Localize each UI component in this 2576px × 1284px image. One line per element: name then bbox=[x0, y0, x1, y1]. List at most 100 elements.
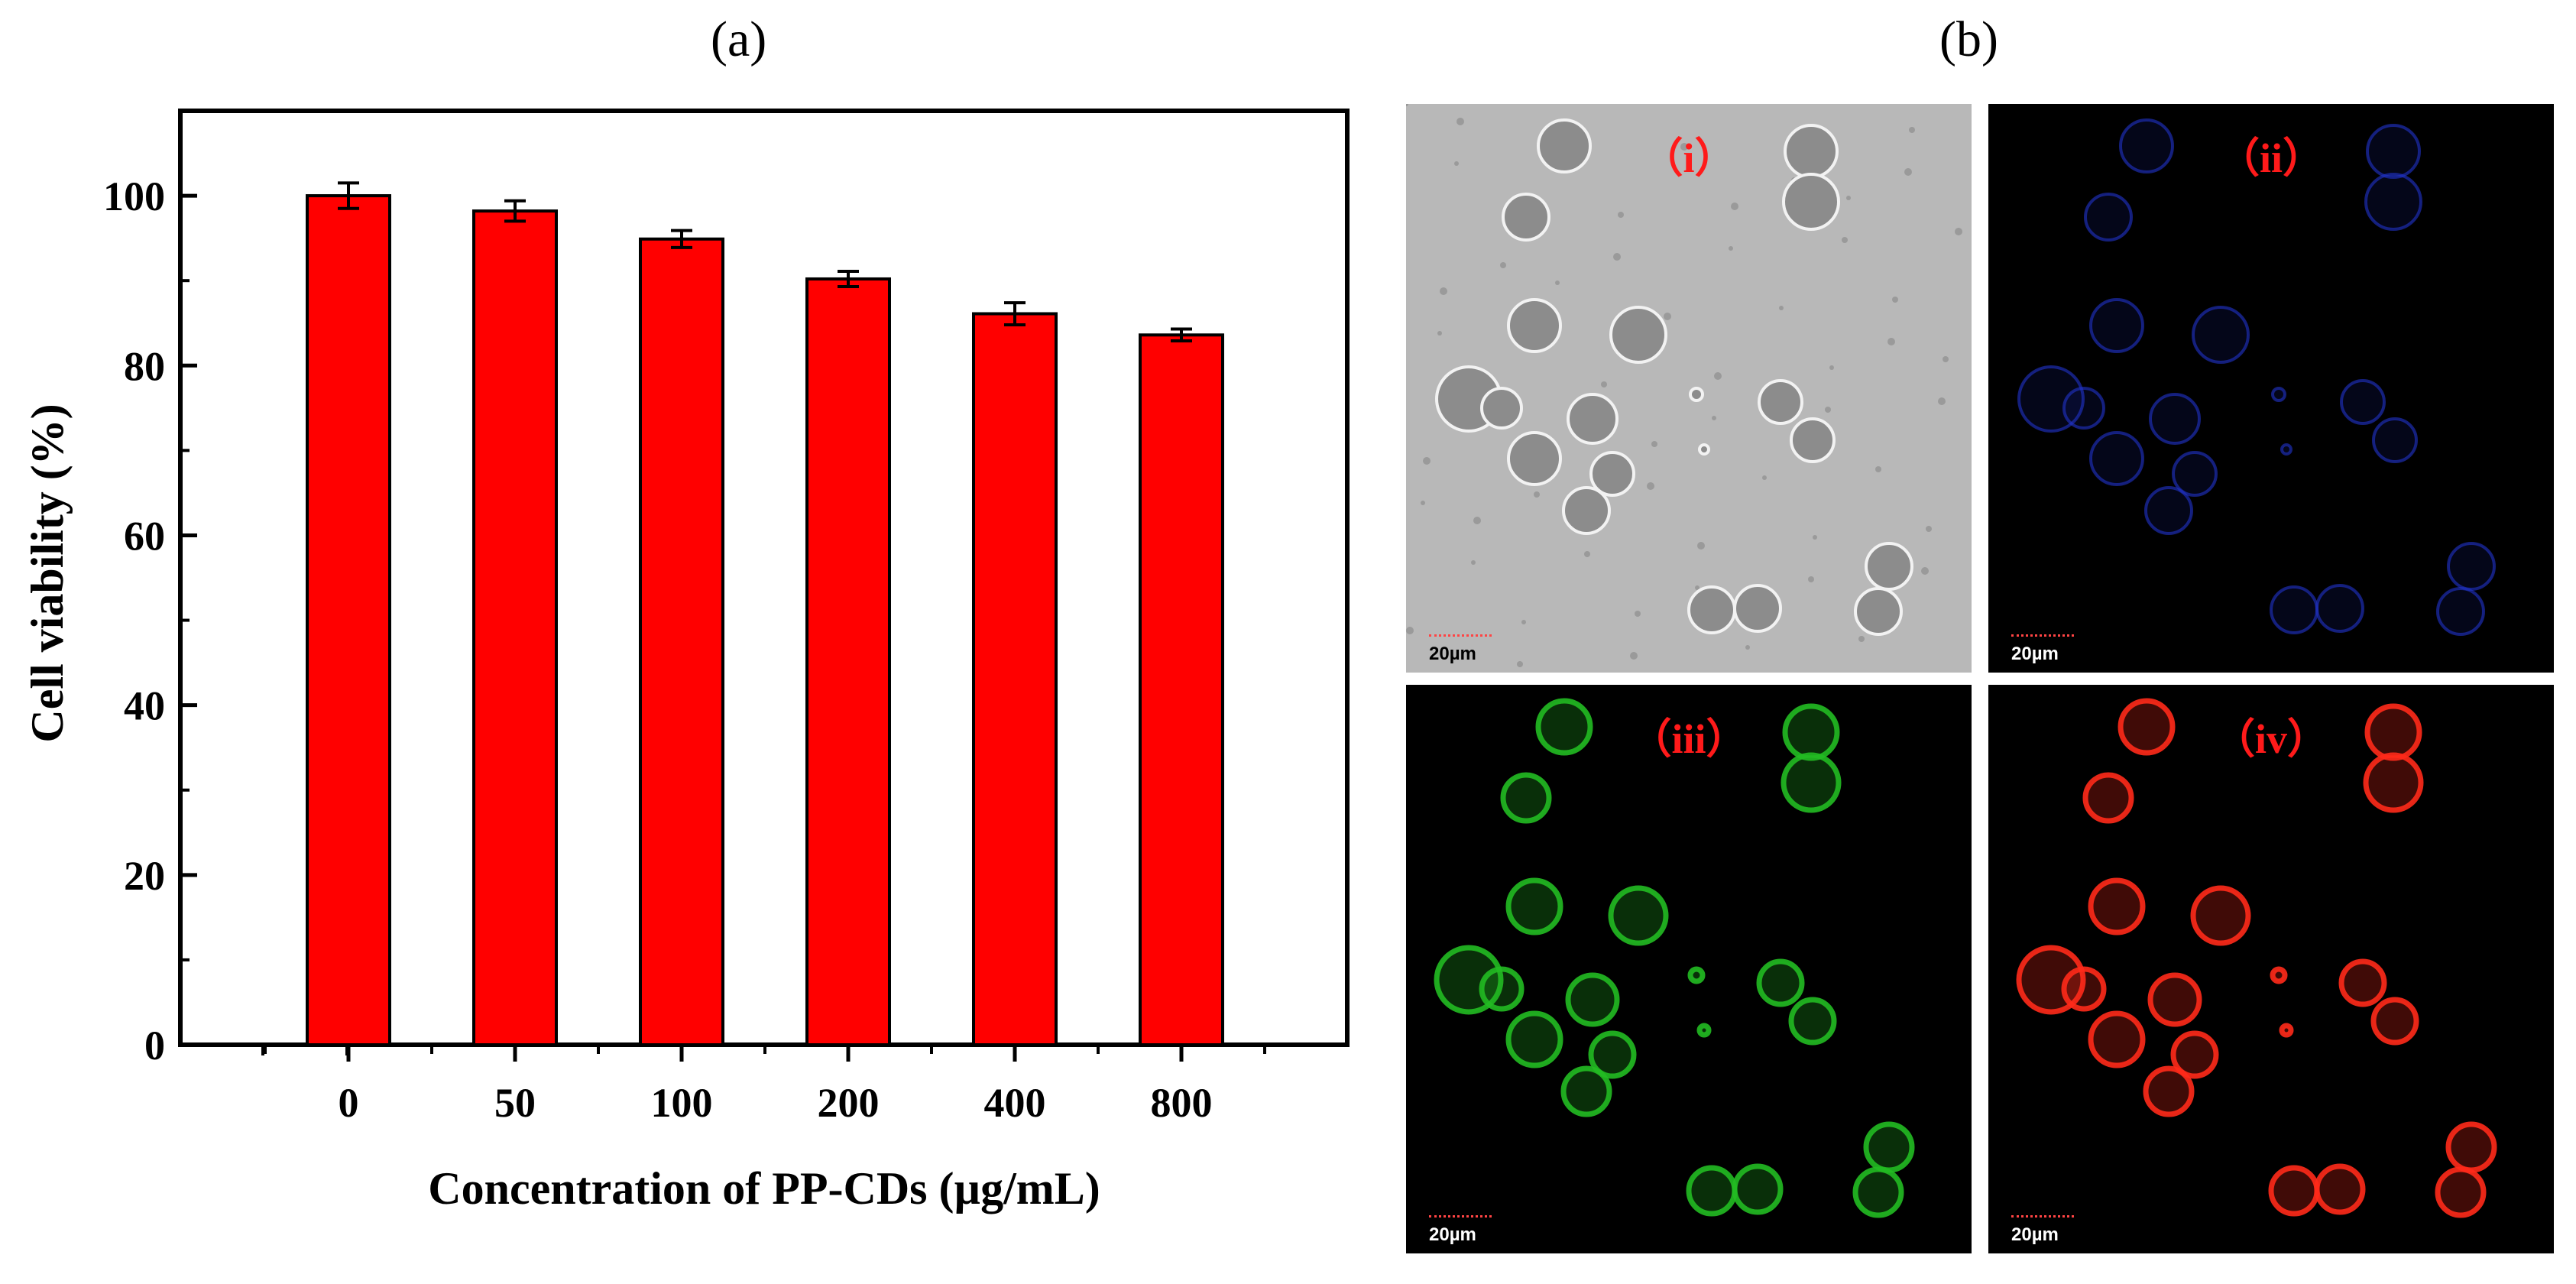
debris-speck bbox=[1926, 526, 1932, 532]
cell bbox=[1608, 885, 1669, 946]
micrograph-blue-channel: （ii） 20µm bbox=[1988, 104, 2554, 673]
cell bbox=[2147, 972, 2202, 1027]
debris-speck bbox=[1618, 212, 1624, 218]
cell bbox=[2088, 1010, 2146, 1068]
cell bbox=[2089, 298, 2144, 353]
cell bbox=[2314, 1163, 2366, 1215]
cell bbox=[2315, 584, 2364, 633]
x-tick-label: 800 bbox=[1151, 1080, 1213, 1126]
cell bbox=[2363, 752, 2424, 813]
scale-bar bbox=[1429, 634, 1492, 639]
cell bbox=[2445, 1121, 2497, 1173]
debris-speck bbox=[1664, 313, 1671, 320]
chart-bars bbox=[306, 181, 1224, 1046]
bar-chart: 0 20 40 60 80 100 0 50 100 200 400 800 Cell viabili… bbox=[22, 109, 1350, 1214]
x-tick-label: 100 bbox=[651, 1080, 713, 1126]
cell bbox=[2088, 877, 2146, 935]
debris-speck bbox=[1517, 661, 1523, 667]
debris-speck bbox=[1779, 306, 1784, 310]
debris-speck bbox=[1613, 253, 1621, 261]
cell bbox=[2149, 393, 2201, 445]
cell bbox=[1782, 703, 1840, 761]
debris-speck bbox=[1406, 104, 1408, 106]
cell bbox=[1505, 1010, 1563, 1068]
cell bbox=[2279, 1023, 2294, 1038]
cell bbox=[1865, 542, 1913, 591]
debris-speck bbox=[1437, 331, 1442, 336]
cell bbox=[2447, 542, 2496, 591]
debris-speck bbox=[1846, 196, 1851, 200]
bar bbox=[639, 237, 724, 1046]
cell bbox=[2370, 997, 2419, 1046]
cell bbox=[1502, 193, 1550, 242]
debris-speck bbox=[1500, 262, 1506, 268]
micrograph-label: （i） bbox=[1641, 135, 1736, 181]
cell bbox=[1758, 379, 1803, 425]
debris-speck bbox=[1938, 397, 1946, 405]
scale-bar-label: 20µm bbox=[2011, 644, 2059, 664]
cell bbox=[1480, 387, 1523, 430]
debris-speck bbox=[1829, 365, 1834, 370]
cell bbox=[2268, 1165, 2320, 1217]
debris-speck bbox=[1630, 652, 1638, 660]
debris-speck bbox=[1813, 535, 1817, 540]
x-tick-label: 200 bbox=[818, 1080, 880, 1126]
debris-speck bbox=[1680, 143, 1688, 151]
debris-speck bbox=[1909, 127, 1915, 133]
micrograph-image bbox=[1988, 685, 2554, 1253]
cell bbox=[1863, 1121, 1915, 1173]
micrograph-brightfield: （i） 20µm bbox=[1406, 104, 1972, 673]
debris-speck bbox=[1745, 645, 1750, 650]
debris-speck bbox=[1456, 118, 1464, 125]
cell bbox=[1689, 387, 1704, 402]
debris-speck bbox=[1521, 620, 1526, 624]
debris-speck bbox=[1875, 466, 1881, 472]
cell bbox=[2340, 379, 2386, 425]
cell bbox=[1687, 966, 1706, 984]
debris-speck bbox=[1712, 416, 1716, 420]
micrograph-label: （iv） bbox=[2213, 716, 2328, 762]
cell bbox=[1562, 486, 1611, 535]
y-tick-label: 20 bbox=[124, 853, 165, 899]
debris-speck bbox=[1697, 542, 1705, 550]
debris-speck bbox=[1808, 576, 1814, 582]
cell bbox=[2364, 173, 2422, 231]
scale-bar bbox=[1429, 1215, 1492, 1220]
cell bbox=[2170, 1030, 2219, 1079]
cell bbox=[1537, 118, 1592, 173]
micrograph-image bbox=[1406, 104, 1972, 673]
debris-speck bbox=[1555, 280, 1560, 285]
scale-bar-label: 20µm bbox=[2011, 1224, 2059, 1245]
cell bbox=[2062, 387, 2105, 430]
cell bbox=[1696, 1023, 1712, 1038]
cell bbox=[2017, 365, 2085, 433]
debris-speck bbox=[1825, 407, 1831, 413]
cell bbox=[1788, 997, 1837, 1046]
cell bbox=[1609, 306, 1667, 364]
debris-speck bbox=[1714, 372, 1722, 380]
bar bbox=[1139, 333, 1224, 1046]
y-tick-label: 80 bbox=[124, 343, 165, 389]
scale-bar-label: 20µm bbox=[1429, 1224, 1476, 1245]
cell bbox=[1756, 958, 1805, 1007]
debris-speck bbox=[1471, 560, 1476, 565]
micrograph-red-channel: （iv） 20µm bbox=[1988, 685, 2554, 1253]
cell bbox=[2366, 124, 2421, 179]
x-tick-label: 50 bbox=[494, 1080, 536, 1126]
scale-bar-label: 20µm bbox=[1429, 644, 1476, 664]
cell bbox=[2061, 966, 2107, 1012]
debris-speck bbox=[1601, 381, 1607, 387]
x-tick-label: 400 bbox=[984, 1080, 1046, 1126]
cell bbox=[2119, 118, 2174, 173]
debris-speck bbox=[1892, 297, 1898, 303]
x-tick-label: 0 bbox=[339, 1080, 359, 1126]
bar bbox=[472, 209, 558, 1046]
cell bbox=[2270, 585, 2318, 634]
debris-speck bbox=[1887, 338, 1895, 345]
cell bbox=[1507, 431, 1562, 486]
cell bbox=[2436, 587, 2485, 636]
cell bbox=[2271, 387, 2286, 402]
cell bbox=[1687, 585, 1736, 634]
cell bbox=[1698, 443, 1710, 456]
y-tick-label: 40 bbox=[124, 683, 165, 729]
